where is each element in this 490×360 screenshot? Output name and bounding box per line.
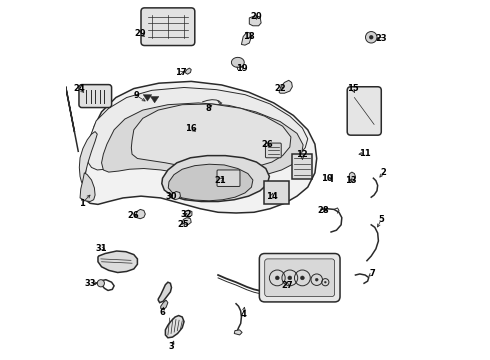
Circle shape (366, 32, 377, 43)
Text: 15: 15 (347, 84, 359, 93)
Text: 17: 17 (175, 68, 187, 77)
Polygon shape (101, 103, 303, 177)
Text: 26: 26 (127, 211, 139, 220)
FancyBboxPatch shape (266, 143, 281, 158)
FancyBboxPatch shape (259, 253, 340, 302)
Polygon shape (136, 210, 146, 219)
Text: 19: 19 (236, 64, 247, 73)
Circle shape (324, 281, 326, 283)
Text: 9: 9 (134, 91, 140, 100)
Text: 30: 30 (166, 192, 177, 201)
Text: 31: 31 (95, 244, 107, 253)
Text: 33: 33 (84, 279, 96, 288)
Polygon shape (184, 210, 192, 217)
Text: 8: 8 (205, 104, 211, 113)
Text: 7: 7 (369, 269, 375, 278)
Text: 29: 29 (134, 29, 146, 38)
Text: 24: 24 (74, 84, 85, 93)
Text: 23: 23 (375, 34, 387, 43)
Polygon shape (234, 330, 242, 335)
Text: 25: 25 (177, 220, 189, 229)
Circle shape (288, 276, 292, 280)
FancyBboxPatch shape (264, 181, 289, 204)
Text: 14: 14 (266, 192, 278, 201)
Text: 32: 32 (180, 210, 192, 219)
FancyBboxPatch shape (347, 87, 381, 135)
FancyBboxPatch shape (141, 8, 195, 45)
Text: 22: 22 (274, 84, 286, 93)
Text: 26: 26 (261, 140, 273, 149)
Polygon shape (98, 251, 137, 273)
Text: 28: 28 (318, 206, 329, 215)
Text: 3: 3 (169, 342, 174, 351)
Polygon shape (168, 164, 253, 201)
Circle shape (275, 276, 279, 280)
Text: 2: 2 (380, 168, 386, 177)
FancyBboxPatch shape (217, 170, 240, 186)
Polygon shape (182, 218, 191, 225)
Text: 5: 5 (378, 215, 384, 224)
Polygon shape (80, 173, 95, 202)
Text: 1: 1 (79, 199, 85, 208)
Text: 6: 6 (160, 308, 166, 317)
Circle shape (300, 276, 304, 280)
Text: 18: 18 (244, 32, 255, 41)
Text: 21: 21 (215, 176, 226, 185)
Polygon shape (249, 16, 261, 26)
Polygon shape (161, 300, 168, 310)
FancyBboxPatch shape (79, 85, 112, 108)
Polygon shape (84, 81, 317, 213)
Polygon shape (172, 192, 180, 200)
Polygon shape (79, 132, 97, 184)
Circle shape (315, 278, 318, 281)
Polygon shape (131, 104, 291, 170)
Polygon shape (231, 57, 245, 67)
Text: 10: 10 (321, 174, 333, 183)
Text: 11: 11 (359, 149, 371, 158)
Text: 13: 13 (345, 176, 357, 185)
Polygon shape (185, 68, 191, 74)
FancyBboxPatch shape (292, 154, 312, 179)
Polygon shape (279, 80, 293, 93)
Text: 27: 27 (281, 281, 293, 290)
FancyBboxPatch shape (265, 259, 335, 297)
Text: 12: 12 (296, 150, 308, 159)
Polygon shape (150, 96, 159, 103)
Polygon shape (242, 32, 251, 45)
Polygon shape (158, 282, 172, 303)
Polygon shape (166, 316, 184, 338)
Polygon shape (143, 95, 152, 101)
Polygon shape (88, 87, 308, 176)
Text: 4: 4 (240, 310, 246, 319)
Circle shape (369, 35, 373, 40)
Polygon shape (162, 156, 270, 202)
Polygon shape (349, 172, 355, 182)
Text: 20: 20 (250, 12, 262, 21)
Text: 16: 16 (185, 123, 196, 132)
Circle shape (97, 280, 104, 287)
